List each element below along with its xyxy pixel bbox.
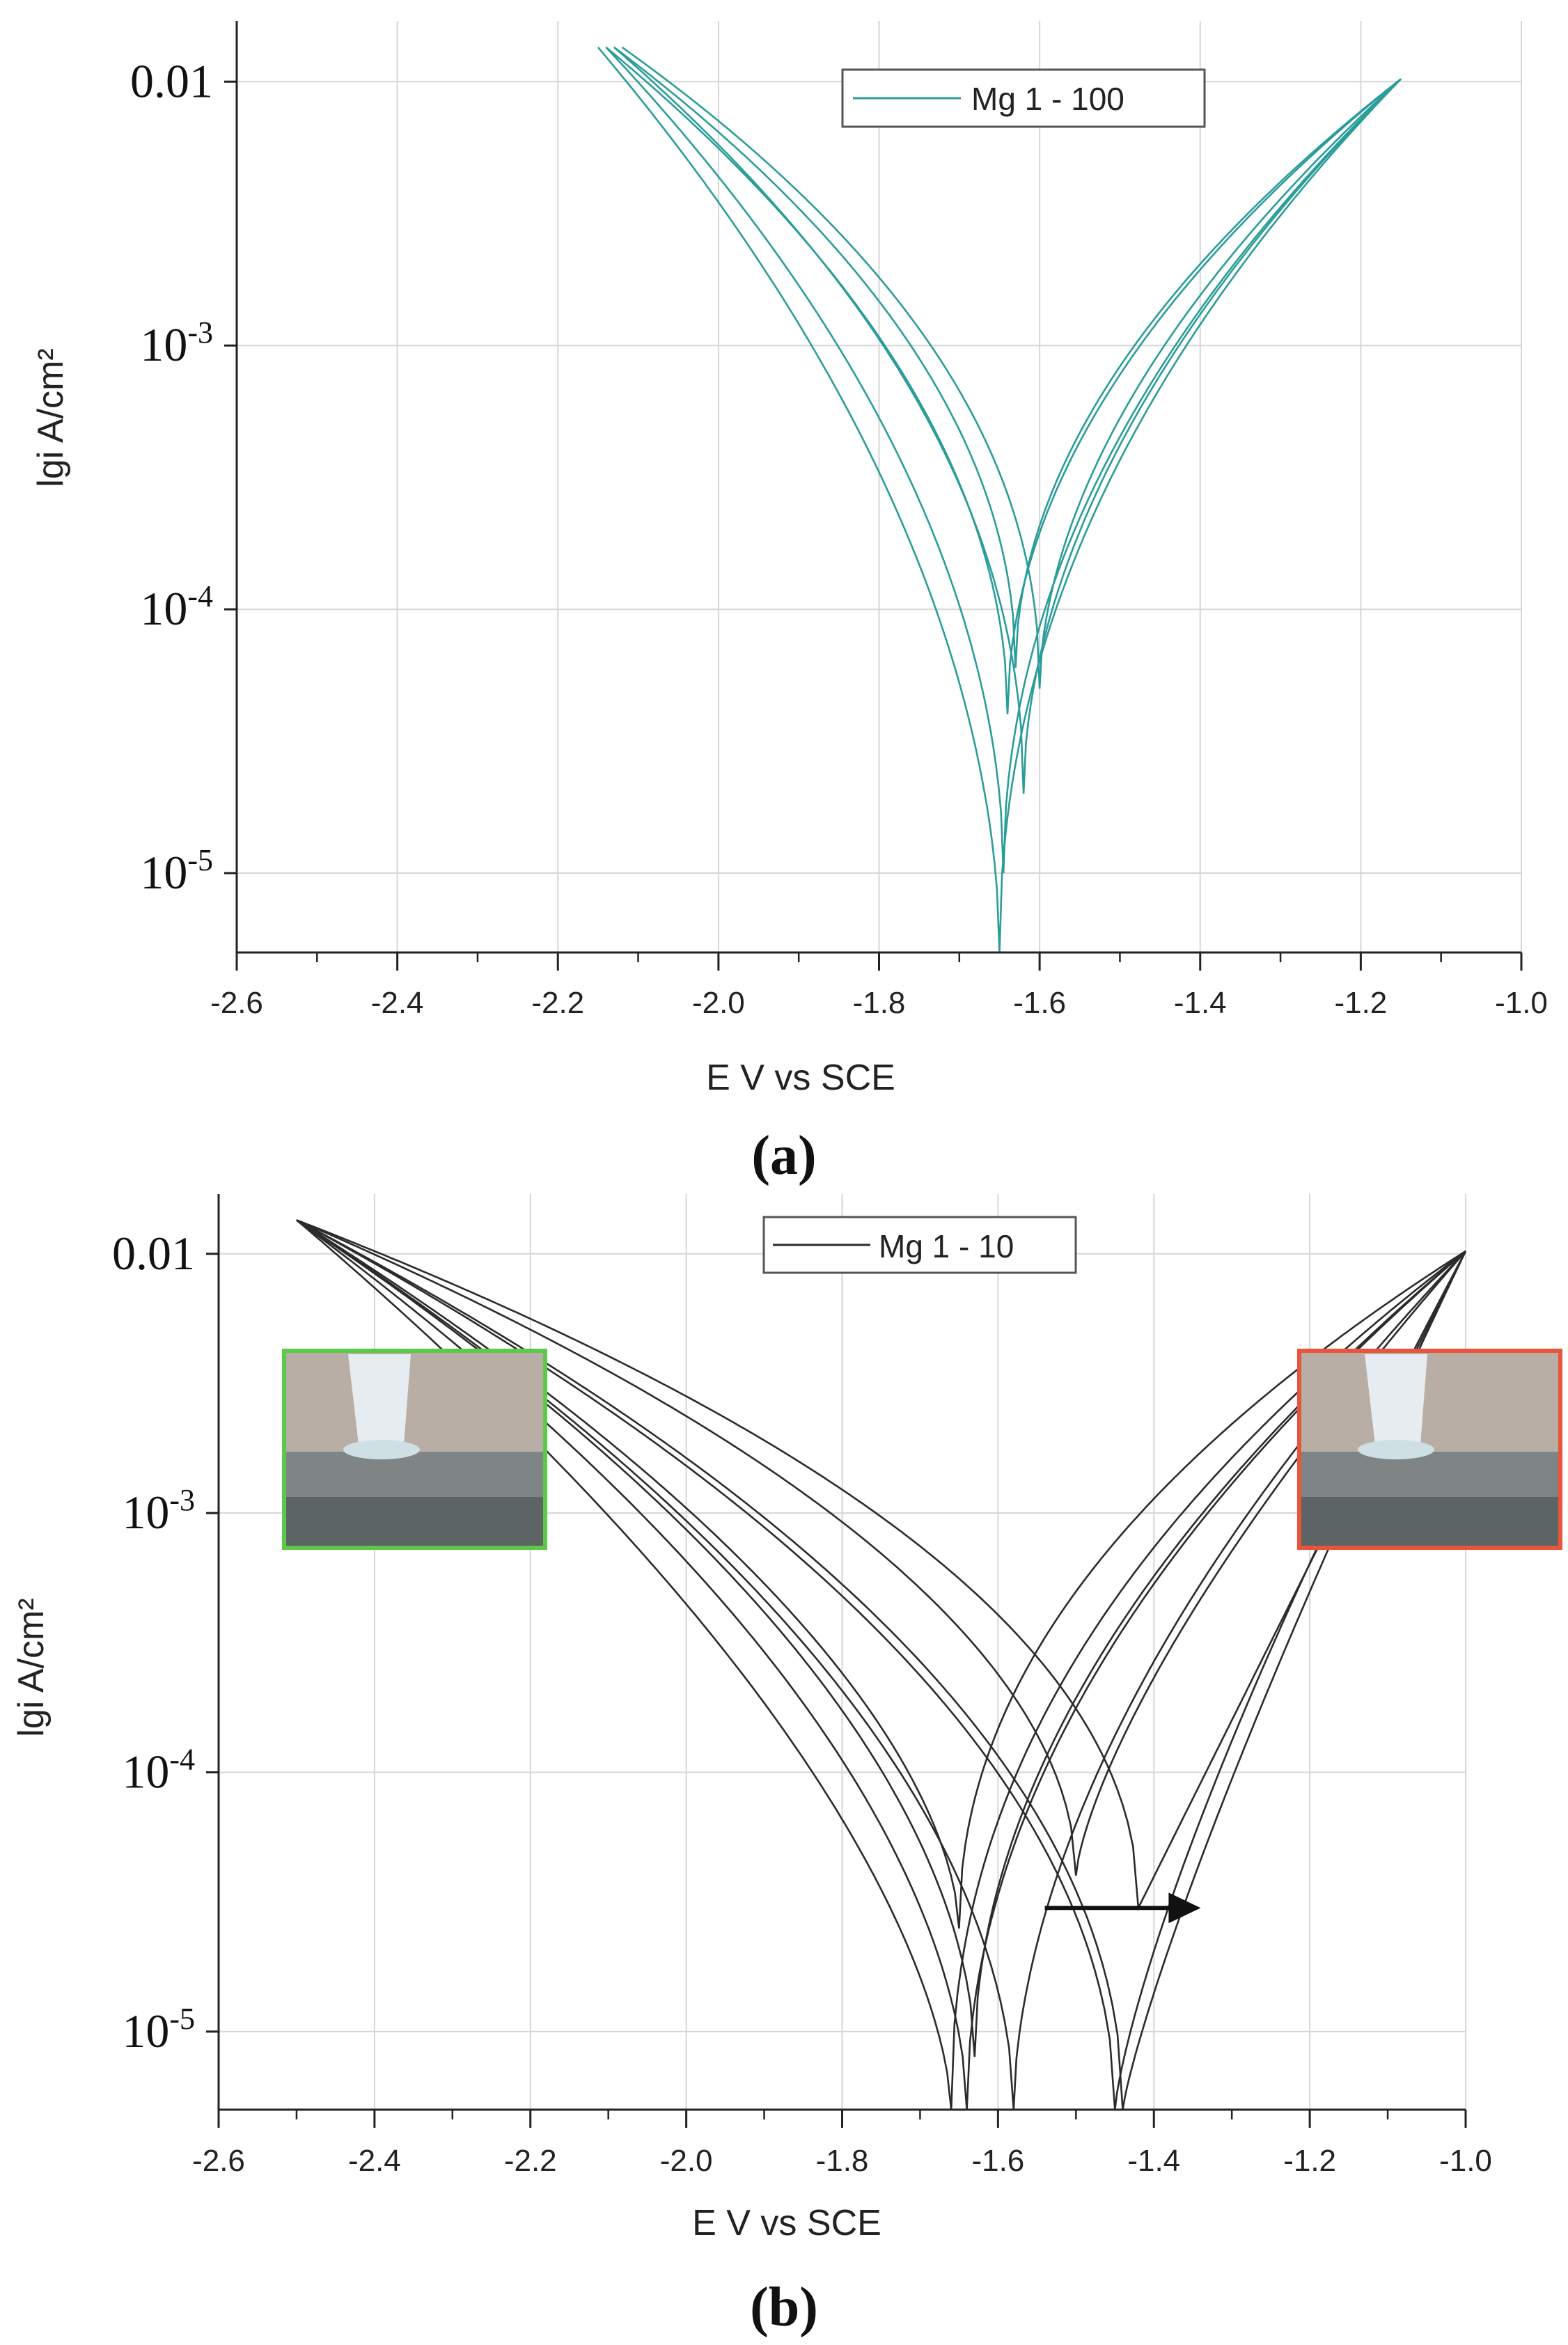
inset-photo-right	[1297, 1349, 1562, 1550]
panel-b-ytick-labels: 10-5 10-4 10-3 0.01	[112, 1227, 195, 2057]
panel-a-ytick-labels: 10-5 10-4 10-3 0.01	[130, 54, 213, 899]
x-tick-label: -2.0	[660, 2144, 713, 2178]
x-tick-label: -1.2	[1283, 2144, 1336, 2178]
panel-b-x-axis-label: E V vs SCE	[692, 2203, 881, 2243]
x-tick-label: -1.2	[1334, 986, 1387, 1020]
x-tick-label: -1.4	[1174, 986, 1227, 1020]
panel-b-label: (b)	[750, 2277, 818, 2338]
polarization-curve-2	[296, 1219, 1466, 1929]
y-tick-label: 10-4	[122, 1743, 195, 1798]
panel-a-legend-box	[841, 68, 1206, 128]
panel-b-grid	[219, 1194, 1466, 2110]
x-tick-label: -1.8	[816, 2144, 869, 2178]
y-tick-label: 10-4	[140, 579, 213, 635]
polarization-curve-9	[296, 1219, 1467, 1911]
panel-a: Mg 1 - 100 -2.6 -2.4 -2.2 -2.0 -1.8 -1.6 -1.4-…	[31, 21, 1548, 1186]
shift-arrow-head	[1168, 1892, 1201, 1924]
x-tick-label: -2.6	[210, 986, 263, 1020]
polarization-curve-5	[613, 46, 1402, 794]
x-tick-label: -2.6	[192, 2144, 245, 2178]
panel-b-legend-label: Mg 1 - 10	[879, 1228, 1014, 1264]
panel-a-y-axis-label: lgi A/cm²	[31, 348, 71, 487]
polarization-curve-2	[605, 47, 1402, 873]
x-tick-label: -2.4	[348, 2144, 401, 2178]
shift-arrow	[1044, 1892, 1201, 1924]
panel-b-y-axis-label: lgi A/cm²	[11, 1598, 52, 1736]
panel-a-legend-label: Mg 1 - 100	[971, 81, 1124, 117]
x-tick-label: -2.2	[504, 2144, 557, 2178]
polarization-curve-6	[621, 46, 1402, 689]
panel-b-axes	[206, 1194, 1467, 2128]
panel-a-label: (a)	[751, 1125, 816, 1186]
x-tick-label: -1.4	[1127, 2144, 1180, 2178]
panel-a-grid	[237, 21, 1522, 952]
inset-photo-left	[282, 1349, 547, 1550]
panel-a-axes	[224, 21, 1523, 971]
x-tick-label: -2.0	[692, 986, 745, 1020]
x-tick-label: -1.0	[1495, 986, 1548, 1020]
polarization-curve-4	[613, 46, 1402, 668]
y-tick-label: 0.01	[130, 54, 213, 107]
y-tick-label: 10-3	[140, 315, 213, 371]
x-tick-label: -2.4	[371, 986, 424, 1020]
y-tick-label: 0.01	[112, 1227, 195, 1280]
y-tick-label: 10-5	[122, 2002, 195, 2057]
panel-a-xtick-labels: -2.6 -2.4 -2.2 -2.0 -1.8 -1.6 -1.4 -1.2 -1.0	[210, 986, 1548, 1020]
x-tick-label: -2.2	[531, 986, 584, 1020]
x-tick-label: -1.6	[1013, 986, 1066, 1020]
x-tick-label: -1.0	[1439, 2144, 1492, 2178]
y-tick-label: 10-5	[140, 843, 213, 899]
polarization-curve-3	[605, 46, 1402, 714]
panel-a-x-axis-label: E V vs SCE	[706, 1058, 895, 1098]
panel-b: Mg 1 - 10 -2.6 -2.4 -2.2 -2.0 -1.8 -1.6 -1.4 -1…	[11, 1194, 1562, 2338]
x-tick-label: -1.8	[853, 986, 906, 1020]
panel-b-xtick-labels: -2.6 -2.4 -2.2 -2.0 -1.8 -1.6 -1.4 -1.2 -1.0	[192, 2144, 1492, 2178]
y-tick-label: 10-3	[122, 1483, 195, 1539]
x-tick-label: -1.6	[971, 2144, 1024, 2178]
